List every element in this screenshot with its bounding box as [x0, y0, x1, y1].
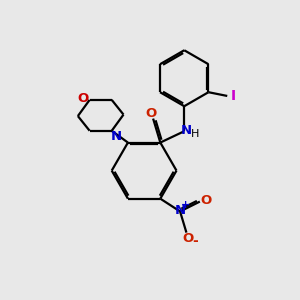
- Text: I: I: [231, 89, 236, 103]
- Text: +: +: [181, 200, 190, 210]
- Text: H: H: [191, 129, 200, 139]
- Text: N: N: [111, 130, 122, 142]
- Text: O: O: [201, 194, 212, 207]
- Text: -: -: [192, 234, 198, 248]
- Text: N: N: [175, 204, 186, 218]
- Text: O: O: [77, 92, 89, 105]
- Text: O: O: [182, 232, 194, 245]
- Text: O: O: [146, 107, 157, 120]
- Text: N: N: [181, 124, 192, 137]
